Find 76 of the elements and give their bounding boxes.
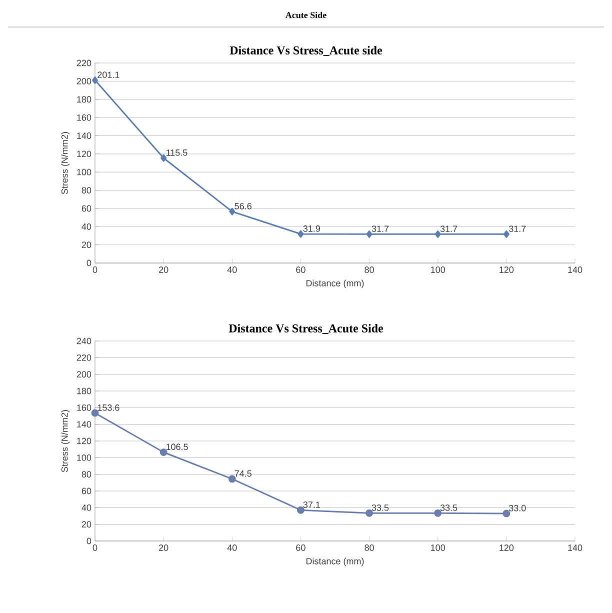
data-label: 153.6 xyxy=(98,404,120,411)
data-label: 31.7 xyxy=(508,226,526,232)
data-label: 31.9 xyxy=(303,225,320,232)
x-tick-label: 0 xyxy=(92,266,98,273)
x-tick-label: 140 xyxy=(568,544,582,551)
y-tick-label: 40 xyxy=(82,504,92,511)
x-tick-label: 40 xyxy=(227,544,237,551)
point xyxy=(366,230,372,238)
y-tick-label: 220 xyxy=(76,354,92,361)
y-tick-label: 160 xyxy=(77,404,92,411)
point xyxy=(91,409,99,417)
data-label: 56.6 xyxy=(234,202,252,210)
x-tick-label: 60 xyxy=(296,544,306,551)
data-label: 37.1 xyxy=(303,502,320,508)
chart-title: Distance Vs Stress_Acute Side xyxy=(228,324,384,334)
y-tick-label: 160 xyxy=(77,114,92,121)
text: Acute Side xyxy=(285,12,326,18)
y-tick-label: 20 xyxy=(82,242,92,248)
x-tick-label: 80 xyxy=(364,544,374,551)
x-tick-label: 100 xyxy=(431,544,446,551)
point xyxy=(296,506,304,514)
y-tick-label: 60 xyxy=(82,488,92,494)
y-tick-label: 220 xyxy=(76,60,92,66)
data-label: 33.5 xyxy=(372,504,389,511)
point xyxy=(160,154,167,162)
point xyxy=(92,76,98,84)
x-tick-label: 80 xyxy=(364,266,374,273)
data-label: 74.5 xyxy=(234,470,252,477)
y-tick-label: 120 xyxy=(77,438,92,444)
data-label: 106.5 xyxy=(166,444,188,450)
y-tick-label: 140 xyxy=(77,421,92,428)
point xyxy=(434,509,442,517)
y-tick-label: 80 xyxy=(82,471,92,478)
data-label: 33.0 xyxy=(508,504,526,512)
y-tick-label: 60 xyxy=(82,205,92,212)
x-tick-label: 100 xyxy=(431,266,446,273)
data-label: 31.7 xyxy=(372,226,389,232)
y-axis-title: Stress (N/mm2) xyxy=(61,132,70,194)
x-tick-label: 60 xyxy=(296,266,306,273)
x-tick-label: 40 xyxy=(227,266,237,273)
y-axis-title: Stress (N/mm2) xyxy=(61,410,70,472)
y-tick-label: 40 xyxy=(82,223,92,230)
data-label: 33.5 xyxy=(440,504,458,511)
y-tick-label: 100 xyxy=(77,168,92,176)
data-label: 31.7 xyxy=(440,226,458,232)
x-tick-label: 120 xyxy=(500,544,514,551)
y-tick-label: 200 xyxy=(76,78,92,84)
point xyxy=(502,510,510,518)
x-tick-label: 120 xyxy=(500,266,514,273)
y-tick-label: 140 xyxy=(77,132,92,139)
chart-title: Distance Vs Stress_Acute side xyxy=(230,46,382,56)
x-tick-label: 20 xyxy=(159,544,168,551)
point xyxy=(434,230,441,238)
y-tick-label: 100 xyxy=(77,454,92,461)
x-axis-title: Distance (mm) xyxy=(306,558,364,566)
y-tick-label: 0 xyxy=(86,538,92,544)
y-tick-label: 20 xyxy=(82,521,92,528)
y-tick-label: 120 xyxy=(77,150,92,158)
point xyxy=(228,475,236,483)
y-tick-label: 80 xyxy=(82,187,92,194)
data-label: 115.5 xyxy=(166,150,188,156)
point xyxy=(503,230,510,238)
y-tick-label: 0 xyxy=(86,260,92,266)
x-tick-label: 20 xyxy=(159,266,168,273)
x-axis-title: Distance (mm) xyxy=(306,280,364,288)
point xyxy=(229,208,236,216)
y-tick-label: 200 xyxy=(76,371,92,378)
point xyxy=(160,448,168,456)
x-tick-label: 140 xyxy=(568,266,582,273)
y-tick-label: 180 xyxy=(77,96,92,103)
x-tick-label: 0 xyxy=(92,544,98,551)
y-tick-label: 240 xyxy=(76,338,92,344)
y-tick-label: 180 xyxy=(77,388,92,394)
point xyxy=(298,230,304,238)
point xyxy=(366,509,374,517)
data-label: 201.1 xyxy=(98,72,120,78)
